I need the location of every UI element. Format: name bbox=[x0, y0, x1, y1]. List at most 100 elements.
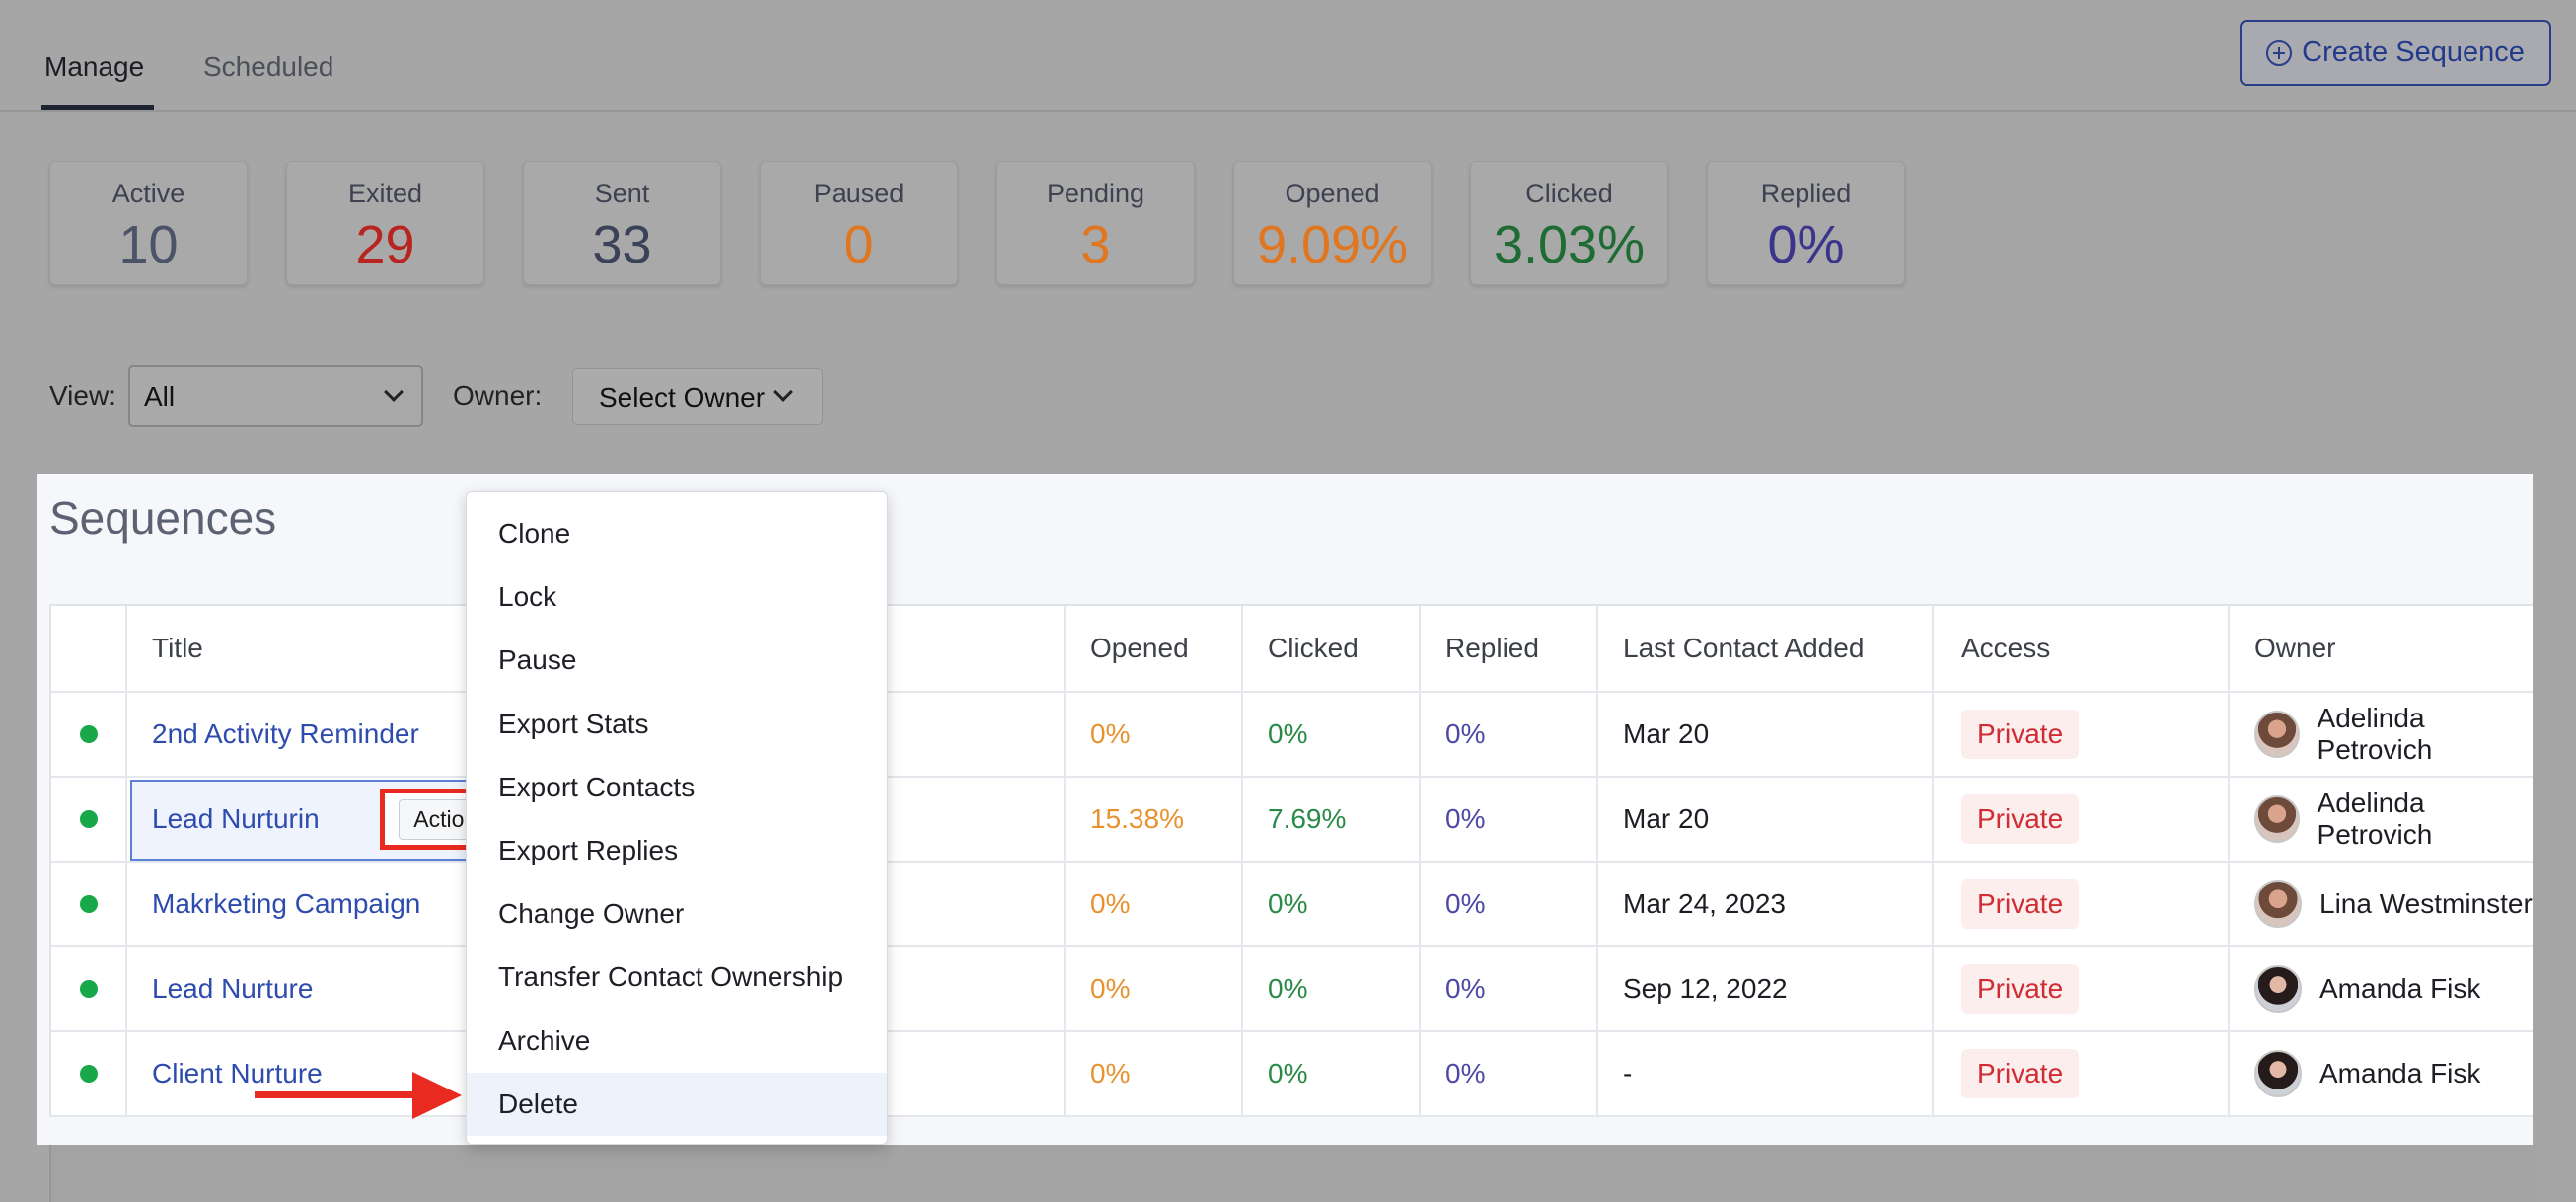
sent-cell bbox=[546, 1032, 1066, 1115]
annotation-arrow-line bbox=[255, 1091, 422, 1098]
stat-card-pending[interactable]: Pending 3 bbox=[996, 161, 1195, 285]
chevron-down-icon bbox=[773, 382, 793, 402]
header-opened[interactable]: Opened bbox=[1066, 606, 1243, 691]
create-sequence-button[interactable]: Create Sequence bbox=[2240, 20, 2551, 86]
active-status-dot bbox=[79, 1065, 98, 1083]
avatar bbox=[2254, 711, 2300, 758]
sequence-title-link[interactable]: Client Nurture bbox=[152, 1058, 323, 1089]
actions-menu: Clone Lock Pause Export Stats Export Contact… bbox=[466, 491, 888, 1145]
sent-cell bbox=[546, 693, 1066, 776]
table-row[interactable]: Lead Nurture 0% 0% 0% Sep 12, 2022 Private Ama… bbox=[51, 947, 2533, 1032]
stat-card-clicked[interactable]: Clicked 3.03% bbox=[1470, 161, 1668, 285]
stat-label: Replied bbox=[1760, 179, 1852, 208]
header-clicked[interactable]: Clicked bbox=[1243, 606, 1421, 691]
owner-name: Lina Westminster bbox=[2319, 888, 2533, 919]
owner-filter-label: Owner: bbox=[453, 380, 543, 411]
menu-item-lock[interactable]: Lock bbox=[498, 581, 557, 613]
menu-item-export-contacts[interactable]: Export Contacts bbox=[498, 771, 696, 802]
tabs-bar: Manage Scheduled bbox=[0, 0, 2576, 112]
title-cell: Client Nurture bbox=[127, 1032, 546, 1115]
active-status-dot bbox=[79, 895, 98, 913]
access-badge: Private bbox=[1961, 1049, 2080, 1098]
table-row[interactable]: Lead Nurturin315.38%7.69%0%Mar 20Private… bbox=[51, 778, 2533, 863]
header-status bbox=[51, 606, 127, 691]
access-cell: Private bbox=[1934, 1032, 2230, 1115]
stat-value: 9.09% bbox=[1256, 215, 1409, 274]
sequence-title-link[interactable]: Makrketing Campaign bbox=[152, 888, 421, 919]
owner-select-value: Select Owner bbox=[599, 382, 766, 413]
table-row[interactable]: Client Nurture 0% 0% 0% - Private Amanda Fisk bbox=[51, 1032, 2533, 1117]
view-select[interactable]: All bbox=[128, 365, 423, 427]
sent-cell bbox=[546, 947, 1066, 1030]
stat-value: 3 bbox=[1080, 215, 1111, 274]
stat-card-opened[interactable]: Opened 9.09% bbox=[1233, 161, 1432, 285]
tab-scheduled[interactable]: Scheduled bbox=[203, 51, 334, 82]
stat-card-paused[interactable]: Paused 0 bbox=[760, 161, 958, 285]
header-last-contact[interactable]: Last Contact Added bbox=[1598, 606, 1934, 691]
clicked-cell: 0% bbox=[1243, 693, 1421, 776]
sequence-title-link[interactable]: Lead Nurture bbox=[152, 973, 314, 1004]
owner-select[interactable]: Select Owner bbox=[572, 368, 823, 425]
table-row[interactable]: 2nd Activity Reminder 0% 0% 0% Mar 20 Private… bbox=[51, 693, 2533, 778]
stat-label: Opened bbox=[1285, 179, 1380, 208]
opened-cell: 0% bbox=[1066, 863, 1243, 945]
menu-item-change-owner[interactable]: Change Owner bbox=[498, 898, 685, 930]
status-cell bbox=[51, 778, 127, 861]
avatar bbox=[2254, 880, 2302, 928]
panel-title: Sequences bbox=[49, 492, 277, 544]
owner-cell: Adelinda Petrovich bbox=[2230, 693, 2535, 776]
access-badge: Private bbox=[1961, 879, 2080, 929]
annotation-arrow-head bbox=[412, 1072, 462, 1119]
owner-cell: Amanda Fisk bbox=[2230, 1032, 2535, 1115]
sent-cell bbox=[546, 863, 1066, 945]
clicked-cell: 0% bbox=[1243, 863, 1421, 945]
sequences-table: Title ent Opened Clicked Replied Last Co… bbox=[49, 604, 2533, 1117]
sequence-title-link[interactable]: 2nd Activity Reminder bbox=[152, 718, 419, 749]
opened-cell: 0% bbox=[1066, 693, 1243, 776]
menu-item-delete[interactable]: Delete bbox=[467, 1072, 887, 1136]
stat-card-exited[interactable]: Exited 29 bbox=[286, 161, 484, 285]
clicked-cell: 7.69% bbox=[1243, 778, 1421, 861]
title-cell: Makrketing Campaign bbox=[127, 863, 546, 945]
status-cell bbox=[51, 1032, 127, 1115]
clicked-cell: 0% bbox=[1243, 1032, 1421, 1115]
header-owner[interactable]: Owner bbox=[2254, 633, 2336, 663]
menu-item-export-replies[interactable]: Export Replies bbox=[498, 835, 679, 866]
table-row[interactable]: Makrketing Campaign 0% 0% 0% Mar 24, 2023 Pri… bbox=[51, 863, 2533, 947]
active-status-dot bbox=[79, 725, 98, 743]
owner-name: Adelinda Petrovich bbox=[2317, 703, 2433, 765]
stat-card-sent[interactable]: Sent 33 bbox=[523, 161, 721, 285]
avatar bbox=[2254, 965, 2302, 1013]
last-contact-cell: Mar 20 bbox=[1598, 693, 1934, 776]
header-replied[interactable]: Replied bbox=[1421, 606, 1598, 691]
active-status-dot bbox=[79, 980, 98, 998]
active-tab-indicator bbox=[41, 105, 154, 110]
stat-card-active[interactable]: Active 10 bbox=[49, 161, 248, 285]
header-access[interactable]: Access bbox=[1934, 606, 2230, 691]
stat-label: Paused bbox=[813, 179, 905, 208]
sequence-title-link[interactable]: Lead Nurturin bbox=[152, 803, 320, 834]
view-filter-label: View: bbox=[49, 380, 116, 411]
stat-value: 29 bbox=[355, 215, 415, 274]
owner-name: Adelinda Petrovich bbox=[2317, 788, 2433, 850]
stat-card-replied[interactable]: Replied 0% bbox=[1707, 161, 1905, 285]
replied-cell: 0% bbox=[1421, 1032, 1598, 1115]
status-cell bbox=[51, 693, 127, 776]
opened-cell: 0% bbox=[1066, 1032, 1243, 1115]
tab-manage[interactable]: Manage bbox=[44, 51, 145, 82]
access-cell: Private bbox=[1934, 778, 2230, 861]
menu-item-archive[interactable]: Archive bbox=[498, 1024, 591, 1056]
access-cell: Private bbox=[1934, 863, 2230, 945]
active-status-dot bbox=[79, 810, 98, 828]
clicked-cell: 0% bbox=[1243, 947, 1421, 1030]
menu-item-transfer-contact-ownership[interactable]: Transfer Contact Ownership bbox=[498, 961, 844, 993]
avatar bbox=[2254, 795, 2300, 843]
menu-item-export-stats[interactable]: Export Stats bbox=[498, 708, 649, 739]
menu-item-clone[interactable]: Clone bbox=[498, 518, 571, 550]
stat-label: Sent bbox=[594, 179, 650, 208]
menu-item-pause[interactable]: Pause bbox=[498, 644, 577, 676]
owner-name: Amanda Fisk bbox=[2319, 1058, 2481, 1089]
replied-cell: 0% bbox=[1421, 863, 1598, 945]
table-header: Title ent Opened Clicked Replied Last Co… bbox=[51, 606, 2533, 693]
owner-cell: Lina Westminster bbox=[2230, 863, 2535, 945]
